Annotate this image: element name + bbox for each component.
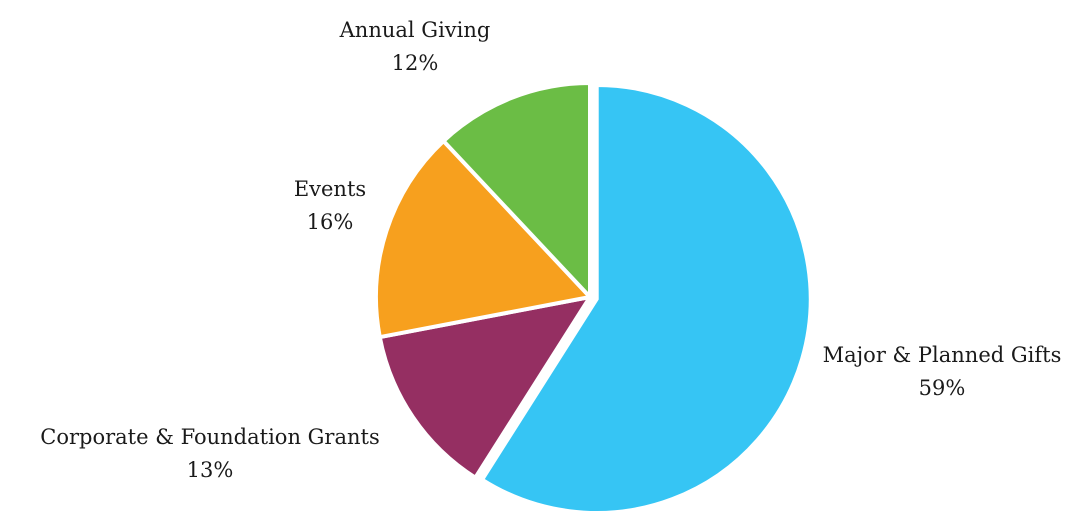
slice-label: Events bbox=[294, 177, 366, 201]
pie-slice-annual-giving bbox=[440, 80, 592, 303]
slice-label: Corporate & Foundation Grants bbox=[40, 425, 379, 449]
slice-percent-label: 12% bbox=[392, 51, 439, 75]
slice-percent-label: 13% bbox=[187, 458, 234, 482]
pie-slice-major-planned-gifts bbox=[479, 82, 813, 512]
slice-label: Annual Giving bbox=[339, 18, 491, 42]
slice-percent-label: 59% bbox=[919, 376, 966, 400]
slice-percent-label: 16% bbox=[307, 210, 354, 234]
pie-slice-corporate-foundation-grants bbox=[377, 294, 595, 481]
pie-slice-events bbox=[374, 138, 594, 340]
pie-slices bbox=[374, 80, 813, 512]
slice-label: Major & Planned Gifts bbox=[823, 343, 1062, 367]
pie-labels: Major & Planned Gifts 59% Corporate & Foun… bbox=[40, 18, 1061, 482]
